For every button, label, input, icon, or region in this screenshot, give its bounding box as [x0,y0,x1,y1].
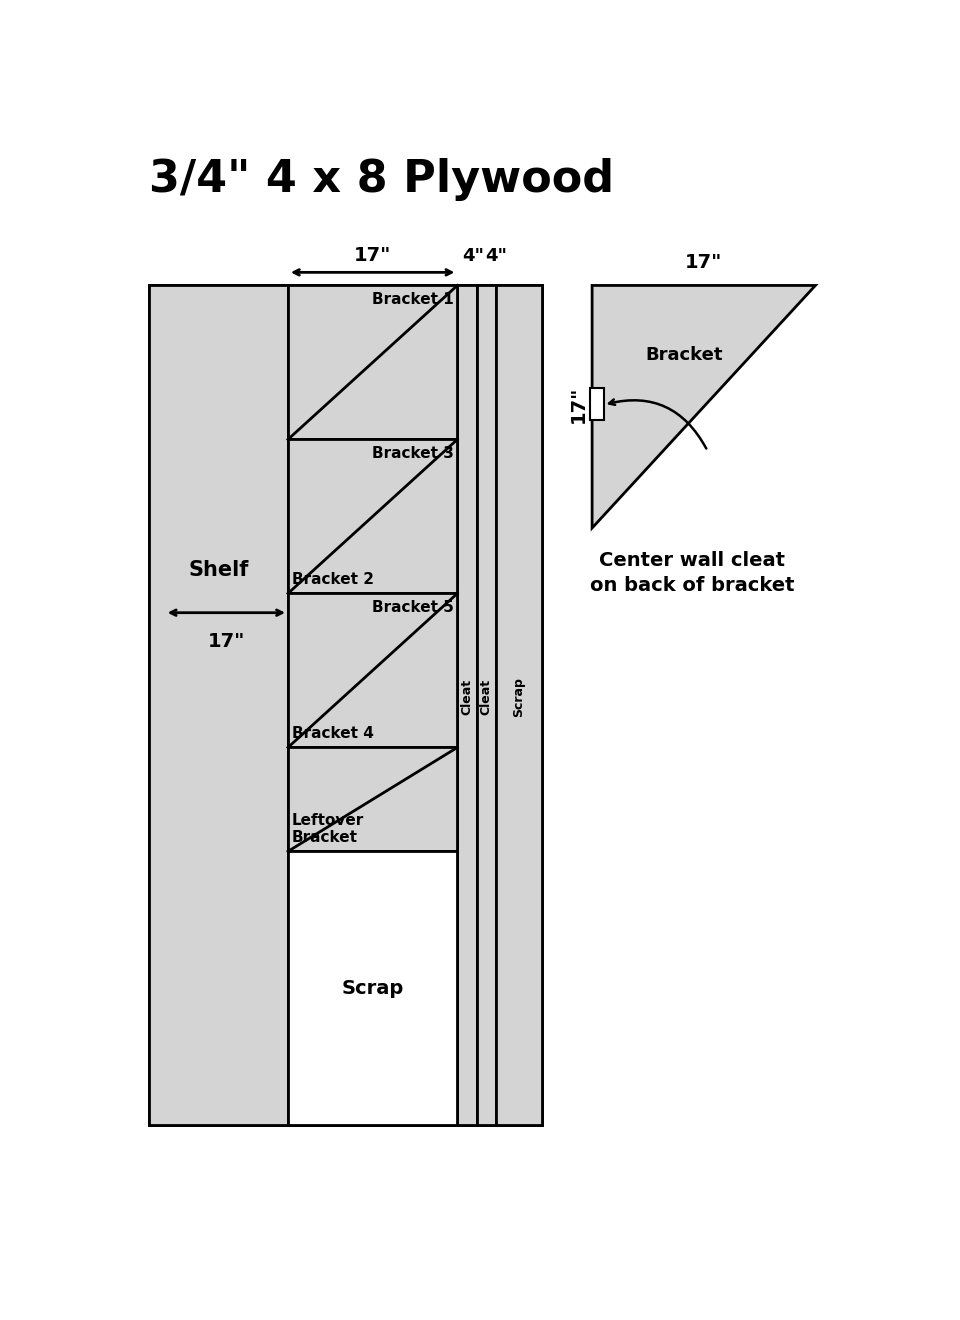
Text: 4": 4" [462,247,484,264]
Bar [150,285,542,1125]
Text: Scrap: Scrap [342,978,404,998]
Text: 17": 17" [568,387,588,424]
Text: Scrap: Scrap [513,677,525,717]
Bar [150,285,288,1125]
Text: 17": 17" [685,253,723,272]
Bar [496,285,542,1125]
Text: Center wall cleat
on back of bracket: Center wall cleat on back of bracket [590,552,795,595]
Text: 3/4" 4 x 8 Plywood: 3/4" 4 x 8 Plywood [150,158,614,201]
Text: 17": 17" [207,632,245,651]
Text: Cleat: Cleat [479,680,492,715]
Text: Bracket 3: Bracket 3 [372,446,453,461]
Text: Bracket 5: Bracket 5 [372,599,453,615]
Text: Bracket 4: Bracket 4 [292,726,373,742]
Polygon shape [592,285,815,528]
Text: 17": 17" [354,246,392,264]
Text: Shelf: Shelf [188,561,249,581]
Text: Leftover
Bracket: Leftover Bracket [292,813,364,845]
Text: Cleat: Cleat [460,680,473,715]
Bar [288,594,457,747]
Bar [288,440,457,594]
Bar [288,285,457,440]
Bar [589,388,604,420]
Bar [476,285,496,1125]
Bar [288,747,457,851]
Text: Bracket: Bracket [646,346,723,364]
Bar [288,851,457,1125]
Text: Bracket 1: Bracket 1 [372,292,453,306]
Text: Bracket 2: Bracket 2 [292,573,373,587]
Bar [457,285,476,1125]
Text: 4": 4" [485,247,507,264]
